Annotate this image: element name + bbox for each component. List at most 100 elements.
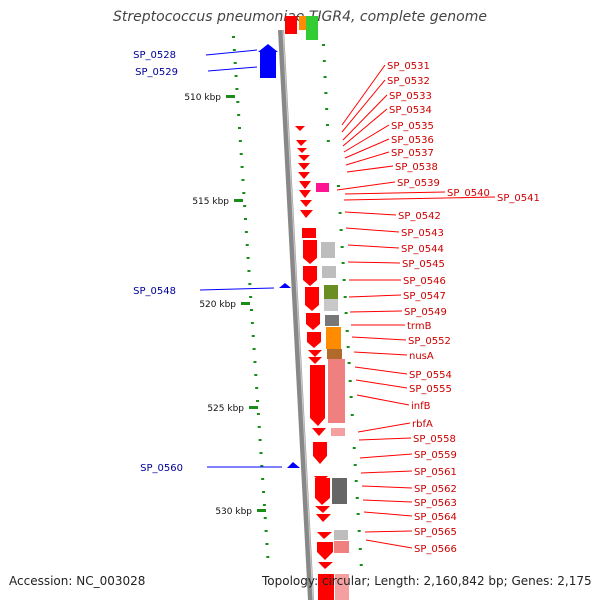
tick-mark: [252, 348, 256, 350]
leader-line: [342, 108, 388, 147]
feature-SP_0558[interactable]: [313, 442, 327, 464]
gene-label-sp-0561[interactable]: SP_0561: [414, 467, 457, 478]
tick-mark: [236, 101, 240, 103]
tick-mark: [244, 218, 248, 220]
gene-label-sp-0554[interactable]: SP_0554: [409, 370, 452, 381]
gene-label-sp-0545[interactable]: SP_0545: [402, 259, 445, 270]
feature-SP_0538[interactable]: [299, 190, 311, 198]
gene-label-nusa[interactable]: nusA: [409, 351, 434, 362]
feature-SP_0548[interactable]: [279, 283, 291, 288]
feature-nusA[interactable]: [308, 350, 322, 357]
feature-infB[interactable]: [310, 365, 325, 426]
leader-line: [357, 422, 411, 433]
gene-label-trmb[interactable]: trmB: [407, 321, 432, 332]
feature-top-green[interactable]: [306, 16, 318, 40]
gene-label-sp-0547[interactable]: SP_0547: [403, 291, 446, 302]
feature-bottom-a[interactable]: [318, 562, 333, 569]
feature-SP_0544[interactable]: [303, 240, 317, 264]
gene-label-sp-0535[interactable]: SP_0535: [391, 121, 434, 132]
feature-top-red[interactable]: [285, 16, 297, 34]
gene-label-sp-0542[interactable]: SP_0542: [398, 211, 441, 222]
feature-SP_0540-magenta[interactable]: [316, 183, 329, 192]
gene-label-sp-0540[interactable]: SP_0540: [447, 188, 490, 199]
feature-rbfA[interactable]: [312, 428, 326, 436]
gene-label-sp-0538[interactable]: SP_0538: [395, 162, 438, 173]
feature-SP_0528-SP_0529[interactable]: [258, 44, 278, 78]
leader-line: [363, 511, 413, 517]
gene-label-sp-0544[interactable]: SP_0544: [401, 244, 444, 255]
feature-SP_0534[interactable]: [298, 155, 310, 161]
gene-label-sp-0548[interactable]: SP_0548: [133, 286, 176, 297]
feature-SP_0532[interactable]: [296, 140, 307, 146]
feature-SP_0566[interactable]: [317, 542, 333, 560]
tick-mark: [354, 480, 358, 482]
gene-label-sp-0543[interactable]: SP_0543: [401, 228, 444, 239]
gene-label-sp-0562[interactable]: SP_0562: [414, 484, 457, 495]
feature-SP_0564[interactable]: [316, 514, 331, 522]
feature-SP_0554[interactable]: [308, 357, 322, 364]
gene-label-sp-0555[interactable]: SP_0555: [409, 384, 452, 395]
feature-SP_0539[interactable]: [300, 200, 312, 207]
gene-label-sp-0560[interactable]: SP_0560: [140, 463, 183, 474]
feature-SP_0547[interactable]: [305, 287, 319, 311]
track-pink-infB: [328, 359, 345, 423]
feature-SP_0533[interactable]: [297, 148, 307, 153]
feature-SP_0537[interactable]: [299, 181, 311, 189]
feature-SP_0545[interactable]: [303, 266, 317, 286]
tick-mark: [247, 270, 251, 272]
gene-label-sp-0528[interactable]: SP_0528: [133, 50, 176, 61]
gene-label-sp-0537[interactable]: SP_0537: [391, 148, 434, 159]
gene-label-sp-0539[interactable]: SP_0539: [397, 178, 440, 189]
feature-SP_0560[interactable]: [287, 462, 300, 468]
tick-mark: [339, 229, 343, 231]
feature-SP_0535[interactable]: [298, 163, 310, 170]
track-pink-2: [334, 541, 349, 553]
gene-label-sp-0549[interactable]: SP_0549: [404, 307, 447, 318]
kbp-label: 510 kbp: [184, 93, 221, 103]
feature-SP_0531[interactable]: [295, 126, 305, 131]
gene-label-sp-0566[interactable]: SP_0566: [414, 544, 457, 555]
gene-label-rbfa[interactable]: rbfA: [412, 419, 433, 430]
gene-label-sp-0564[interactable]: SP_0564: [414, 512, 457, 523]
feature-SP_0549[interactable]: [306, 313, 320, 330]
gene-label-sp-0558[interactable]: SP_0558: [413, 434, 456, 445]
leader-line: [342, 94, 388, 141]
kbp-label: 525 kbp: [207, 404, 244, 414]
gene-label-sp-0563[interactable]: SP_0563: [414, 498, 457, 509]
feature-SP_0562[interactable]: [315, 478, 330, 505]
feature-trmB[interactable]: [307, 332, 321, 348]
track-gray-1: [321, 242, 335, 258]
feature-SP_0536[interactable]: [298, 172, 310, 179]
tick-mark: [343, 296, 347, 298]
tick-mark: [356, 513, 360, 515]
feature-top-orange[interactable]: [299, 16, 306, 30]
gene-label-infb[interactable]: infB: [411, 401, 431, 412]
feature-SP_0563[interactable]: [315, 506, 330, 513]
track-darkgray-2: [332, 478, 347, 504]
gene-label-sp-0529[interactable]: SP_0529: [135, 67, 178, 78]
leader-line: [341, 79, 386, 133]
tick-mark: [240, 166, 244, 168]
gene-label-sp-0546[interactable]: SP_0546: [403, 276, 446, 287]
feature-bottom-b[interactable]: [318, 574, 334, 600]
tick-mark: [266, 556, 270, 558]
gene-label-sp-0552[interactable]: SP_0552: [408, 336, 451, 347]
genome-backbone: [278, 29, 314, 600]
tick-mark: [265, 543, 269, 545]
gene-label-sp-0531[interactable]: SP_0531: [387, 61, 430, 72]
tick-mark: [249, 296, 253, 298]
track-brown: [327, 349, 342, 359]
feature-SP_0540[interactable]: [300, 210, 313, 218]
gene-label-sp-0541[interactable]: SP_0541: [497, 193, 540, 204]
gene-label-sp-0533[interactable]: SP_0533: [389, 91, 432, 102]
gene-label-sp-0534[interactable]: SP_0534: [389, 105, 432, 116]
gene-label-sp-0565[interactable]: SP_0565: [414, 527, 457, 538]
tick-mark: [254, 374, 258, 376]
leader-line: [365, 539, 413, 549]
gene-label-sp-0559[interactable]: SP_0559: [414, 450, 457, 461]
feature-SP_0565[interactable]: [317, 532, 332, 539]
feature-SP_0543[interactable]: [302, 228, 316, 238]
tick-mark: [259, 452, 263, 454]
gene-label-sp-0536[interactable]: SP_0536: [391, 135, 434, 146]
gene-label-sp-0532[interactable]: SP_0532: [387, 76, 430, 87]
